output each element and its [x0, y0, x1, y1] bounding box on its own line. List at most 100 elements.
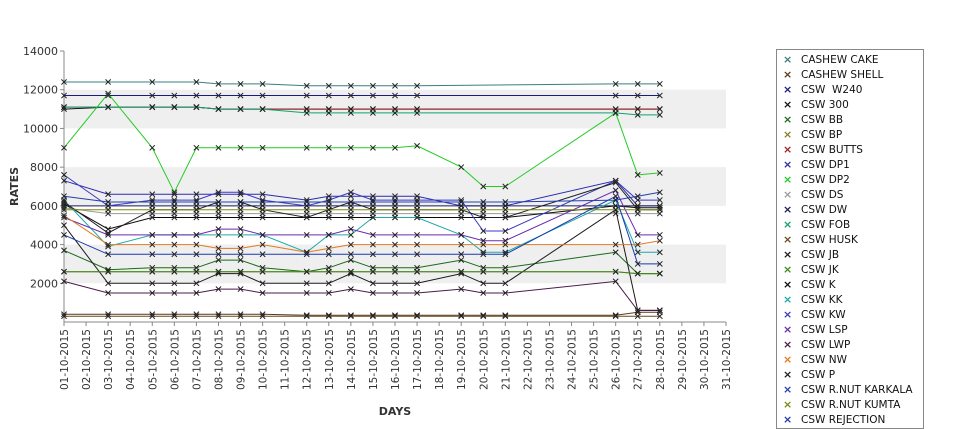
data-point	[237, 245, 244, 252]
data-point	[259, 199, 266, 205]
data-point	[414, 109, 421, 116]
data-point	[502, 206, 509, 213]
data-point	[634, 193, 641, 200]
data-point	[414, 241, 421, 248]
data-point	[259, 92, 266, 99]
data-point	[193, 79, 200, 85]
data-point	[612, 206, 619, 213]
data-point	[237, 106, 244, 113]
legend-label: CSW R.NUT KARKALA	[801, 384, 913, 396]
data-point	[149, 251, 156, 258]
data-point	[369, 92, 376, 99]
data-point	[325, 313, 332, 320]
data-point	[414, 268, 421, 275]
data-point	[392, 199, 398, 205]
data-point	[480, 206, 487, 213]
x-tick-label: 22-10-2015	[522, 329, 534, 390]
data-point	[215, 189, 222, 196]
data-point	[259, 206, 266, 213]
data-point	[303, 109, 310, 116]
data-point	[612, 177, 619, 184]
data-point	[634, 307, 641, 314]
x-tick-label: 05-10-2015	[147, 329, 159, 390]
data-point	[325, 214, 332, 221]
data-point	[215, 245, 222, 252]
legend-marker-icon: ×	[783, 413, 793, 426]
data-point	[480, 280, 487, 287]
data-point	[325, 312, 332, 319]
data-point	[634, 249, 641, 256]
data-point	[149, 206, 156, 213]
legend-item: × CSW DW	[777, 203, 923, 218]
data-point	[458, 214, 465, 221]
axes: 2000 4000 6000 8000 10000 12000 14000 01-10-201…	[23, 45, 733, 390]
x-tick-label: 04-10-2015	[125, 329, 137, 390]
data-point	[347, 257, 354, 264]
x-tick-label: 01-10-2015	[59, 329, 71, 390]
data-point	[105, 191, 112, 198]
data-point	[149, 104, 156, 111]
data-point	[237, 231, 244, 238]
data-point	[347, 226, 354, 233]
data-point	[656, 169, 663, 176]
legend-label: CSW DS	[801, 189, 844, 201]
legend-marker-icon: ×	[783, 323, 793, 336]
data-point	[369, 206, 376, 213]
legend-item: × CSW LWP	[777, 338, 923, 353]
legend-label: CSW DP2	[801, 174, 850, 186]
data-point	[259, 191, 266, 198]
data-point	[237, 268, 244, 275]
series-csw-husk	[61, 313, 663, 320]
data-point	[325, 206, 332, 213]
data-point	[634, 106, 641, 113]
legend-label: CSW BB	[801, 114, 844, 126]
data-point	[105, 92, 112, 99]
series-csw-nw	[61, 212, 663, 256]
legend-marker-icon: ×	[783, 173, 793, 186]
data-point	[414, 92, 421, 99]
legend-marker-icon: ×	[783, 293, 793, 306]
data-point	[171, 290, 178, 296]
data-point	[414, 251, 421, 258]
data-point	[634, 231, 641, 238]
data-point	[369, 312, 376, 319]
data-point	[480, 251, 487, 258]
x-tick-label: 23-10-2015	[544, 329, 556, 390]
series-csw-w240	[61, 92, 663, 99]
data-point	[303, 82, 310, 89]
data-point	[369, 268, 376, 275]
data-point	[656, 197, 663, 204]
data-point	[502, 199, 509, 205]
y-tick-label: 4000	[30, 239, 58, 252]
data-point	[215, 286, 222, 293]
data-point	[215, 214, 222, 221]
data-point	[303, 144, 310, 151]
data-point	[215, 257, 222, 264]
data-point	[193, 268, 200, 275]
data-point	[61, 92, 67, 99]
data-point	[612, 249, 619, 256]
data-point	[171, 214, 178, 221]
data-point	[105, 231, 112, 238]
data-point	[347, 199, 354, 205]
data-point	[303, 214, 310, 221]
data-point	[105, 313, 112, 320]
data-point	[656, 92, 663, 99]
data-point	[347, 144, 354, 151]
data-point	[458, 313, 465, 320]
data-point	[612, 241, 619, 248]
data-point	[149, 313, 156, 320]
data-point	[149, 92, 156, 99]
legend-marker-icon: ×	[783, 218, 793, 231]
data-point	[392, 280, 398, 287]
data-point	[61, 212, 67, 219]
data-point	[171, 268, 178, 275]
data-point	[612, 313, 619, 320]
data-point	[193, 313, 200, 320]
legend-label: CSW LSP	[801, 324, 848, 336]
legend-label: CASHEW SHELL	[801, 69, 884, 81]
data-point	[392, 268, 398, 275]
data-point	[303, 280, 310, 287]
legend-item: × CASHEW CAKE	[777, 53, 923, 68]
data-point	[347, 82, 354, 89]
